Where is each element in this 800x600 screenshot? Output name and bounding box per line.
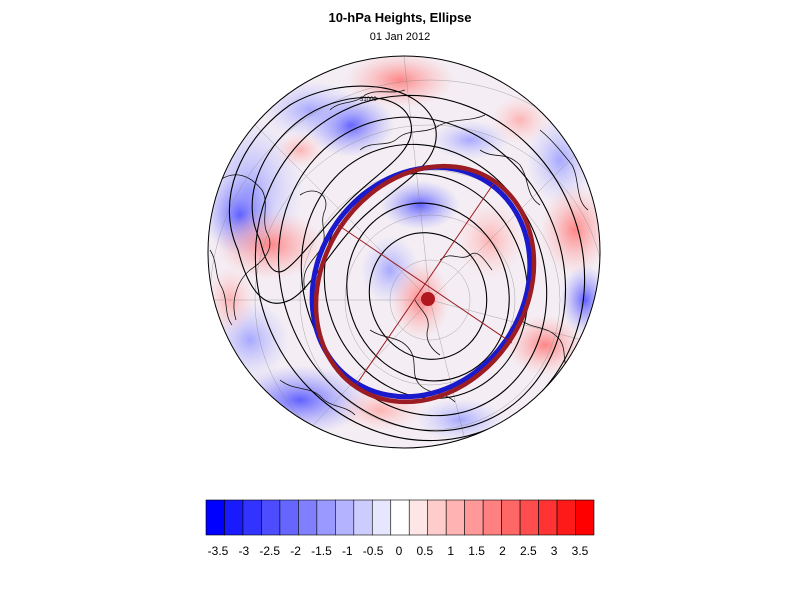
- colorbar-box: [298, 499, 318, 536]
- colorbar-tick-label: -1.5: [311, 544, 332, 558]
- colorbar-tick-label: 2: [499, 544, 506, 558]
- colorbar-box: [390, 499, 410, 536]
- colorbar-box: [316, 499, 336, 536]
- colorbar-tick-label: 3.5: [572, 544, 589, 558]
- colorbar-box: [482, 499, 502, 536]
- colorbar-box: [353, 499, 373, 536]
- colorbar-tick-label: 0: [396, 544, 403, 558]
- colorbar-tick-label: 1.5: [468, 544, 485, 558]
- ellipse-minor-axis: [355, 182, 495, 386]
- colorbar-box: [519, 499, 539, 536]
- colorbar-box: [464, 499, 484, 536]
- colorbar-tick-label: -2.5: [259, 544, 280, 558]
- map-subtitle: 01 Jan 2012: [369, 31, 431, 43]
- anomaly-field: 31000: [208, 56, 600, 448]
- colorbar-tick-label: 3: [551, 544, 558, 558]
- vortex-centroid: [421, 292, 435, 306]
- map-boundary: [207, 55, 601, 449]
- contour-label: 31000: [360, 97, 377, 103]
- colorbar-box: [279, 499, 299, 536]
- colorbar-box: [371, 499, 392, 536]
- colorbar-tick-label: 0.5: [417, 544, 434, 558]
- colorbar-box: [242, 499, 262, 536]
- colorbar-box: [335, 499, 355, 536]
- colorbar-box: [224, 499, 244, 536]
- colorbar-box: [408, 499, 429, 536]
- colorbar-tick-label: 1: [447, 544, 454, 558]
- colorbar-tick-label: -3.5: [208, 544, 229, 558]
- colorbar-box: [205, 499, 225, 536]
- colorbar-box: [445, 499, 465, 536]
- colorbar-tick-label: -0.5: [363, 544, 384, 558]
- ellipse-blue: [309, 164, 533, 400]
- colorbar-labels: -3.5 -3 -2.5 -2 -1.5 -1 -0.5 0 0.5 1 1.5 2 2.5 3 3.5: [208, 544, 589, 558]
- colorbar-tick-label: 2.5: [520, 544, 537, 558]
- colorbar-boxes: [205, 499, 595, 536]
- colorbar-box: [501, 499, 521, 536]
- colorbar-tick-label: -2: [290, 544, 301, 558]
- colorbar-tick-label: -3: [239, 544, 250, 558]
- colorbar-tick-label: -1: [342, 544, 353, 558]
- colorbar-box: [556, 499, 576, 536]
- map-title: 10-hPa Heights, Ellipse: [328, 10, 472, 25]
- colorbar-box: [575, 499, 595, 536]
- colorbar-box: [261, 499, 281, 536]
- ellipse-red: [313, 163, 537, 405]
- colorbar-box: [427, 499, 447, 536]
- colorbar-box: [538, 499, 558, 536]
